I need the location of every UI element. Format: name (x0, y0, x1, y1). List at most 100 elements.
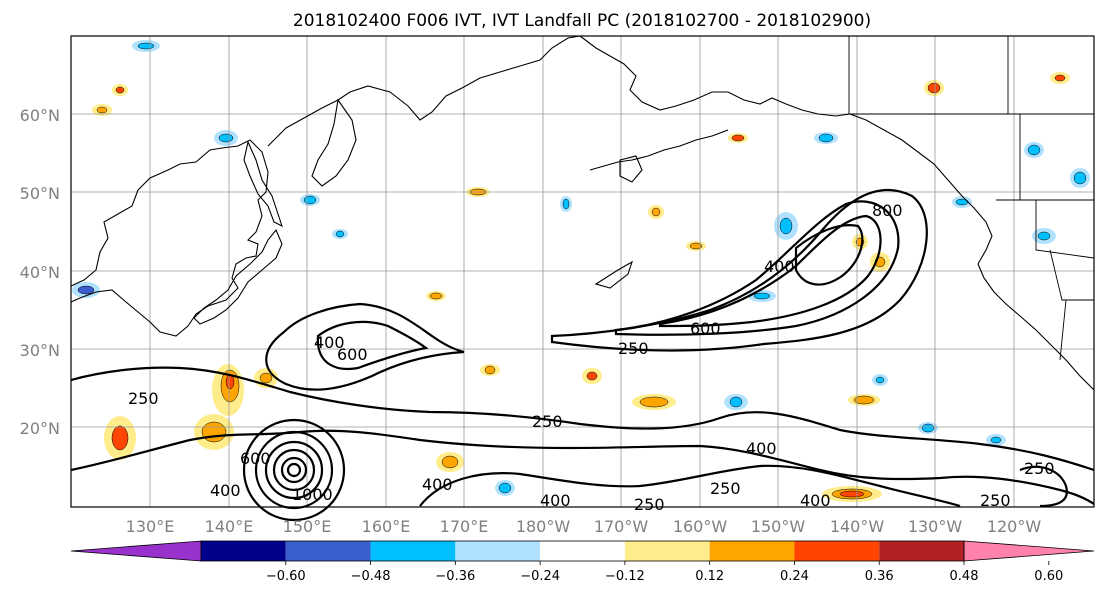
contour-label: 400 (800, 491, 831, 510)
canada-provinces (849, 36, 1094, 201)
contour-label: 250 (634, 495, 665, 514)
contour-typhoon-5 (280, 456, 308, 484)
lon-label: 170°W (594, 517, 649, 536)
latitude-labels: 60°N 50°N 40°N 30°N 20°N (20, 106, 60, 438)
ivt-shaded-region (225, 374, 235, 390)
lon-label: 130°W (908, 517, 963, 536)
contour-label: 250 (618, 339, 649, 358)
map-panel: 250 600 400 250 600 400 800 250 400 400 … (70, 35, 1095, 522)
japan-coastline (193, 228, 283, 325)
colorbar-segment (285, 541, 371, 561)
colorbar-tick-label: 0.48 (950, 569, 979, 584)
ivt-shaded-region (753, 292, 771, 300)
colorbar-extension-min (70, 540, 202, 562)
ivt-shaded-region (335, 230, 345, 238)
coastlines (70, 35, 1095, 391)
contour-400-south (419, 464, 961, 508)
sakhalin-coastline (243, 140, 283, 228)
ivt-shaded-region (111, 425, 129, 451)
colorbar-tick-label: 0.60 (1034, 569, 1063, 584)
colorbar-tick-label: −0.48 (351, 569, 391, 584)
ivt-shaded-region (639, 396, 669, 408)
contour-label: 400 (540, 491, 571, 510)
ivt-shaded-region (562, 198, 570, 210)
island-b (594, 260, 633, 289)
contour-800-jet (794, 224, 864, 286)
ivt-shaded-region (927, 82, 941, 94)
colorbar-outline (200, 540, 965, 562)
ivt-shaded-region (586, 371, 598, 381)
contour-typhoon-3 (264, 440, 324, 500)
lat-label: 60°N (20, 106, 60, 125)
colorbar-tick-label: 0.12 (695, 569, 724, 584)
contour-labels: 250 600 400 250 600 400 800 250 400 400 … (128, 201, 1055, 514)
us-states (1035, 200, 1095, 361)
contour-label: 400 (746, 439, 777, 458)
contour-400-west (316, 320, 429, 370)
colorbar-segment (455, 541, 541, 561)
contour-label: 600 (337, 345, 368, 364)
contour-400-jet (614, 200, 900, 336)
colorbar-tick-label: −0.60 (266, 569, 306, 584)
ivt-shaded-region (429, 292, 443, 300)
ivt-shaded-region (1027, 144, 1041, 156)
contour-label: 1000 (292, 485, 333, 504)
contour-label: 400 (422, 475, 453, 494)
map-title: 2018102400 F006 IVT, IVT Landfall PC (20… (293, 11, 871, 31)
contour-250-jet (550, 188, 928, 352)
contour-label: 400 (314, 333, 345, 352)
map-frame (70, 35, 1095, 508)
aleutian-chain (589, 129, 729, 171)
colorbar-segment (201, 541, 286, 561)
kamchatka-coastline (311, 98, 357, 187)
ivt-shaded-region (990, 436, 1002, 444)
contour-label: 250 (128, 389, 159, 408)
island-a (619, 155, 643, 183)
colorbar-tick-labels: −0.60 −0.48 −0.36 −0.24 −0.12 0.12 0.24 0.36 0.4… (266, 561, 1063, 584)
contour-label: 250 (710, 479, 741, 498)
political-borders (848, 36, 1095, 361)
lon-label: 150°W (751, 517, 806, 536)
alaska-coastline (579, 35, 1095, 391)
contour-250-west (265, 302, 465, 391)
lon-label: 140°E (205, 517, 254, 536)
lon-label: 140°W (830, 517, 885, 536)
colorbar-segment (540, 541, 625, 561)
lon-label: 150°E (283, 517, 332, 536)
ivt-shaded-region (731, 134, 745, 142)
contour-typhoon-1 (242, 418, 346, 522)
colorbar-extension-max (963, 540, 1095, 562)
contour-label: 600 (690, 319, 721, 338)
contour-600-jet (658, 214, 882, 328)
ivt-shaded-region (441, 455, 459, 469)
contour-1000-east (1019, 465, 1068, 508)
ivt-shaded-region (818, 133, 834, 143)
ivt-shaded-region (115, 86, 125, 94)
colorbar-segment (370, 541, 456, 561)
ivt-shaded-region (77, 285, 95, 295)
contour-typhoon-2 (254, 430, 334, 510)
ivt-shaded-region (137, 42, 155, 50)
ivt-shaded-region (201, 421, 227, 443)
ivt-contours (70, 188, 1095, 522)
colorbar-segment (624, 541, 710, 561)
lon-label: 160°E (362, 517, 411, 536)
ivt-shaded-region (1073, 171, 1087, 185)
contour-label: 250 (532, 412, 563, 431)
contour-label: 600 (240, 449, 271, 468)
ivt-shaded-region (651, 207, 661, 217)
ivt-shaded-region (1037, 231, 1051, 241)
ivt-shaded-region (853, 395, 875, 405)
lon-label: 180°W (516, 517, 571, 536)
colorbar-tick-label: 0.24 (780, 569, 809, 584)
contour-250-south (70, 366, 1095, 472)
ivt-shaded-region (1054, 74, 1066, 82)
colorbar: −0.60 −0.48 −0.36 −0.24 −0.12 0.12 0.24 0.36 0.4… (70, 540, 1095, 584)
lon-label: 120°W (987, 517, 1042, 536)
lon-label: 130°E (126, 517, 175, 536)
contour-typhoon-4 (272, 448, 316, 492)
contour-label: 400 (764, 257, 795, 276)
contour-250-south-b (70, 429, 1095, 505)
ivt-shaded-region (779, 217, 793, 235)
